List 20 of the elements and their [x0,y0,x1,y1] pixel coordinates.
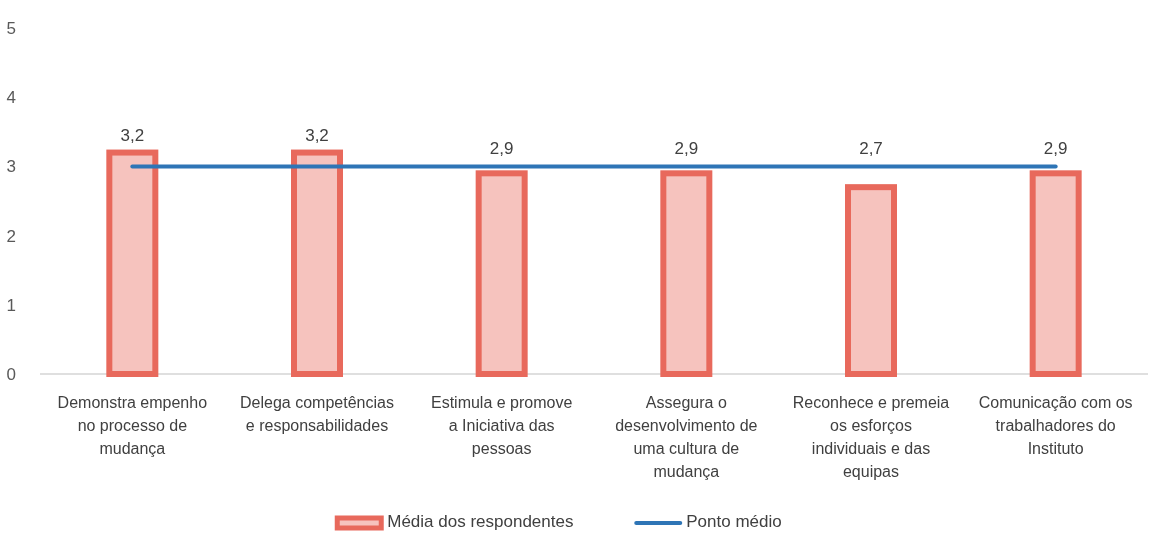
x-tick-label: Estimula e promove a Iniciativa das pessoas [430,394,573,457]
data-label: 2,9 [674,139,699,159]
y-tick-label: 1 [6,295,16,315]
y-tick-label: 4 [6,88,16,108]
x-tick-label: Demonstra empenho no processo de mudança [57,394,208,457]
data-label: 2,9 [1043,139,1068,159]
y-tick-label: 0 [6,364,16,384]
y-tick-label: 5 [6,18,16,38]
data-label: 3,2 [120,125,145,145]
data-label: 3,2 [305,125,329,145]
x-tick-label: Delega competências e responsabilidades [240,394,394,434]
x-tick-label: Assegura o desenvolvimento de uma cultura de mudança [615,394,758,480]
x-tick-label: Comunicação com os trabalhadores do Instituto [978,394,1133,457]
legend-label: Ponto médio [686,512,782,531]
legend-label: Média dos respondentes [387,512,574,531]
y-tick-label: 2 [6,226,16,246]
x-tick-label: Reconhece e premeia os esforços individuais e das equipas [792,394,950,480]
data-label: 2,9 [489,139,514,159]
y-tick-label: 3 [6,157,16,177]
data-label: 2,7 [859,139,883,159]
